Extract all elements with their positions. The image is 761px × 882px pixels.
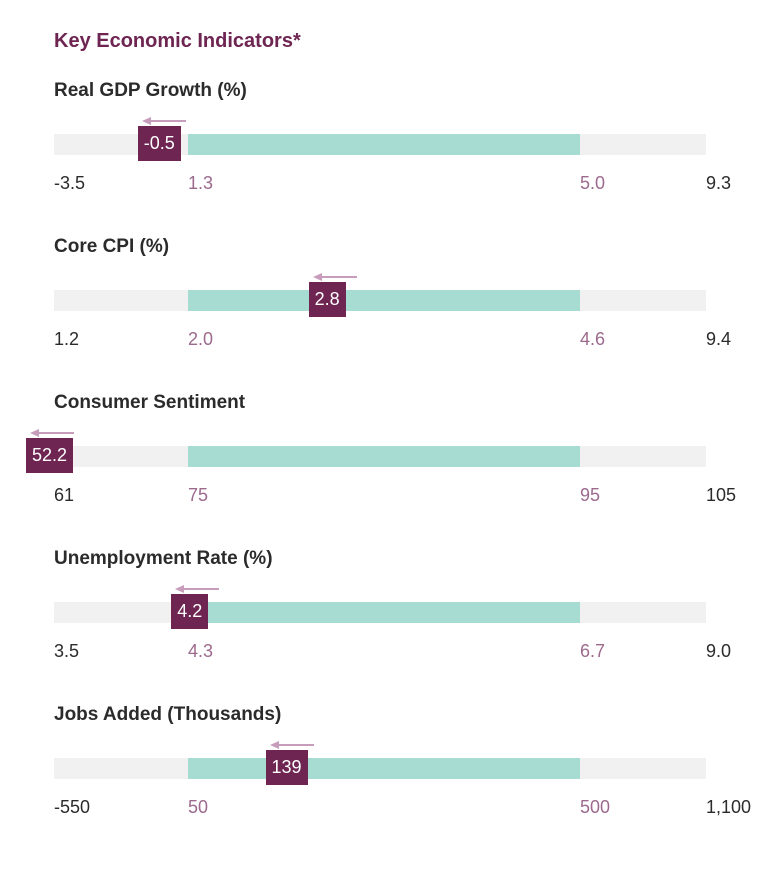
tick-max-label: 9.3 <box>706 173 732 193</box>
left-arrow-icon <box>312 273 357 281</box>
left-arrow-icon <box>269 741 314 749</box>
tick-max-label: 9.0 <box>706 641 732 661</box>
indicator-row: Consumer Sentiment 52.2 61 75 95 105 <box>0 392 761 532</box>
tick-min-label: -3.5 <box>54 173 86 193</box>
tick-max-label: 9.4 <box>706 329 732 349</box>
tick-range-high-label: 95 <box>580 485 601 505</box>
left-arrow-icon <box>175 585 220 593</box>
indicator-row: Core CPI (%) 2.8 1.2 2.0 4.6 9.4 <box>0 236 761 376</box>
normal-range-band <box>188 134 580 155</box>
normal-range-band <box>188 290 580 311</box>
indicator-row: Real GDP Growth (%) -0.5 -3.5 1.3 5.0 9.3 <box>0 80 761 220</box>
tick-range-high-label: 4.6 <box>580 329 606 349</box>
range-track <box>54 290 706 311</box>
left-arrow-icon <box>141 117 186 125</box>
tick-min-label: -550 <box>54 797 91 817</box>
current-value-marker: 4.2 <box>171 594 209 629</box>
tick-min-label: 61 <box>54 485 75 505</box>
tick-max-label: 1,100 <box>706 797 752 817</box>
tick-min-label: 1.2 <box>54 329 80 349</box>
tick-range-low-label: 2.0 <box>188 329 214 349</box>
range-track <box>54 446 706 467</box>
indicator-label: Consumer Sentiment <box>54 392 246 413</box>
tick-range-high-label: 5.0 <box>580 173 606 193</box>
tick-range-high-label: 500 <box>580 797 611 817</box>
indicator-label: Core CPI (%) <box>54 236 170 257</box>
normal-range-band <box>188 758 580 779</box>
tick-min-label: 3.5 <box>54 641 80 661</box>
normal-range-band <box>188 602 580 623</box>
current-value-marker: 2.8 <box>308 282 346 317</box>
tick-range-low-label: 4.3 <box>188 641 214 661</box>
tick-range-low-label: 50 <box>188 797 209 817</box>
current-value-marker: 139 <box>265 750 308 785</box>
current-value-marker: -0.5 <box>137 126 181 161</box>
indicator-row: Jobs Added (Thousands) 139 -550 50 500 1,100 <box>0 704 761 844</box>
left-arrow-icon <box>30 429 74 437</box>
indicator-row: Unemployment Rate (%) 4.2 3.5 4.3 6.7 9.0 <box>0 548 761 688</box>
indicator-label: Unemployment Rate (%) <box>54 548 273 569</box>
current-value-marker: 52.2 <box>26 438 74 473</box>
tick-range-high-label: 6.7 <box>580 641 606 661</box>
indicator-label: Real GDP Growth (%) <box>54 80 247 101</box>
tick-range-low-label: 1.3 <box>188 173 214 193</box>
range-track <box>54 758 706 779</box>
chart-title: Key Economic Indicators* <box>54 30 301 52</box>
normal-range-band <box>188 446 580 467</box>
tick-range-low-label: 75 <box>188 485 209 505</box>
tick-max-label: 105 <box>706 485 737 505</box>
range-track <box>54 602 706 623</box>
range-track <box>54 134 706 155</box>
indicator-label: Jobs Added (Thousands) <box>54 704 282 725</box>
